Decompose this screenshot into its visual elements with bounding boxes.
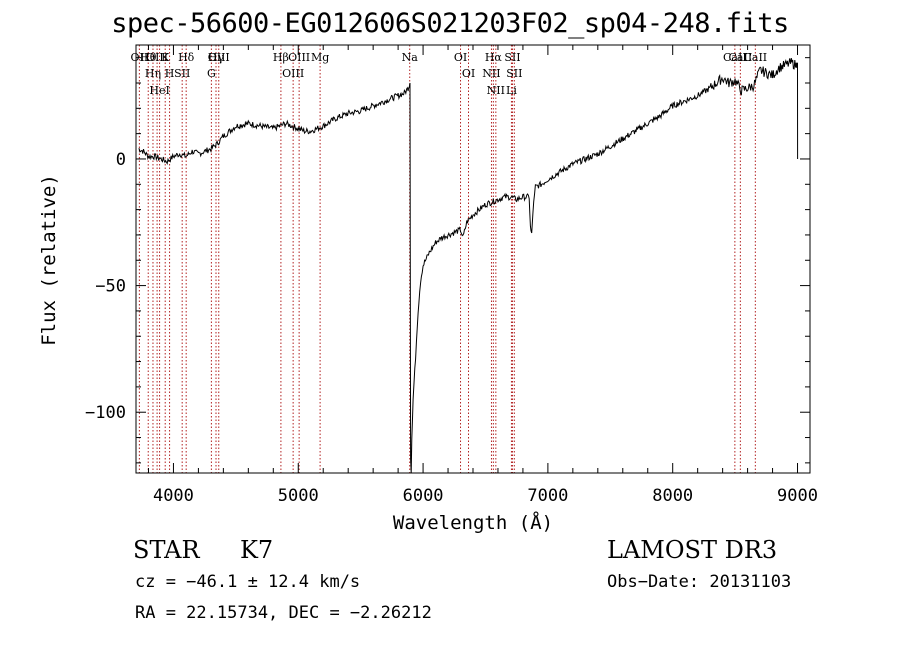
line-label: Mg [311, 51, 329, 64]
y-axis-label: Flux (relative) [38, 174, 60, 346]
line-label: Hη [145, 67, 161, 80]
line-label: OIII [208, 51, 230, 64]
line-label: Na [402, 51, 419, 64]
line-label: OIII [146, 51, 168, 64]
obs-date-line: Obs−Date: 20131103 [607, 572, 792, 592]
line-label: NII [482, 67, 500, 80]
line-label: Hγ [208, 51, 225, 64]
line-label: Hα [485, 51, 503, 64]
object-class: K7 [240, 536, 274, 564]
line-label: Hθ [140, 51, 157, 64]
plot-frame [135, 44, 811, 474]
chart-title: spec-56600-EG012606S021203F02_sp04-248.f… [111, 8, 789, 39]
x-axis-label: Wavelength (Å) [393, 511, 553, 534]
line-label: CaII [729, 51, 753, 64]
line-label: Hδ [178, 51, 195, 64]
line-label: SII [504, 51, 520, 64]
line-label: SII [174, 67, 190, 80]
line-label: CaII [723, 51, 747, 64]
line-label: NII [487, 84, 505, 97]
x-tick-label: 6000 [403, 486, 444, 506]
line-label: CaII [743, 51, 767, 64]
line-label: K [161, 51, 170, 64]
line-label: H [165, 67, 175, 80]
y-axis-ticks: 0 −50 −100 [85, 57, 810, 464]
line-label: OI [454, 51, 467, 64]
line-label: Hβ [273, 51, 289, 64]
y-tick-label: 0 [116, 150, 126, 170]
redshift-line: cz = −46.1 ± 12.4 km/s [135, 572, 361, 592]
y-tick-label: −50 [95, 277, 126, 297]
line-label: OI [462, 67, 475, 80]
line-label: Li [506, 84, 517, 97]
line-label: G [207, 67, 216, 80]
x-tick-label: 7000 [527, 486, 568, 506]
radec-line: RA = 22.15734, DEC = −2.26212 [135, 603, 432, 623]
spectrum-line [138, 58, 799, 474]
y-tick-label: −100 [85, 403, 126, 423]
line-label: SII [506, 67, 522, 80]
line-label: OIII [282, 67, 304, 80]
x-tick-label: 4000 [153, 486, 194, 506]
line-markers [138, 45, 756, 473]
x-tick-label: 5000 [278, 486, 319, 506]
x-tick-label: 9000 [777, 486, 818, 506]
survey-name: LAMOST DR3 [607, 536, 778, 564]
x-axis-ticks: 4000 5000 6000 7000 8000 9000 [147, 45, 818, 506]
line-label: OIII [288, 51, 310, 64]
x-tick-label: 8000 [652, 486, 693, 506]
object-type: STAR [133, 536, 200, 564]
line-label: HeI [149, 84, 169, 97]
